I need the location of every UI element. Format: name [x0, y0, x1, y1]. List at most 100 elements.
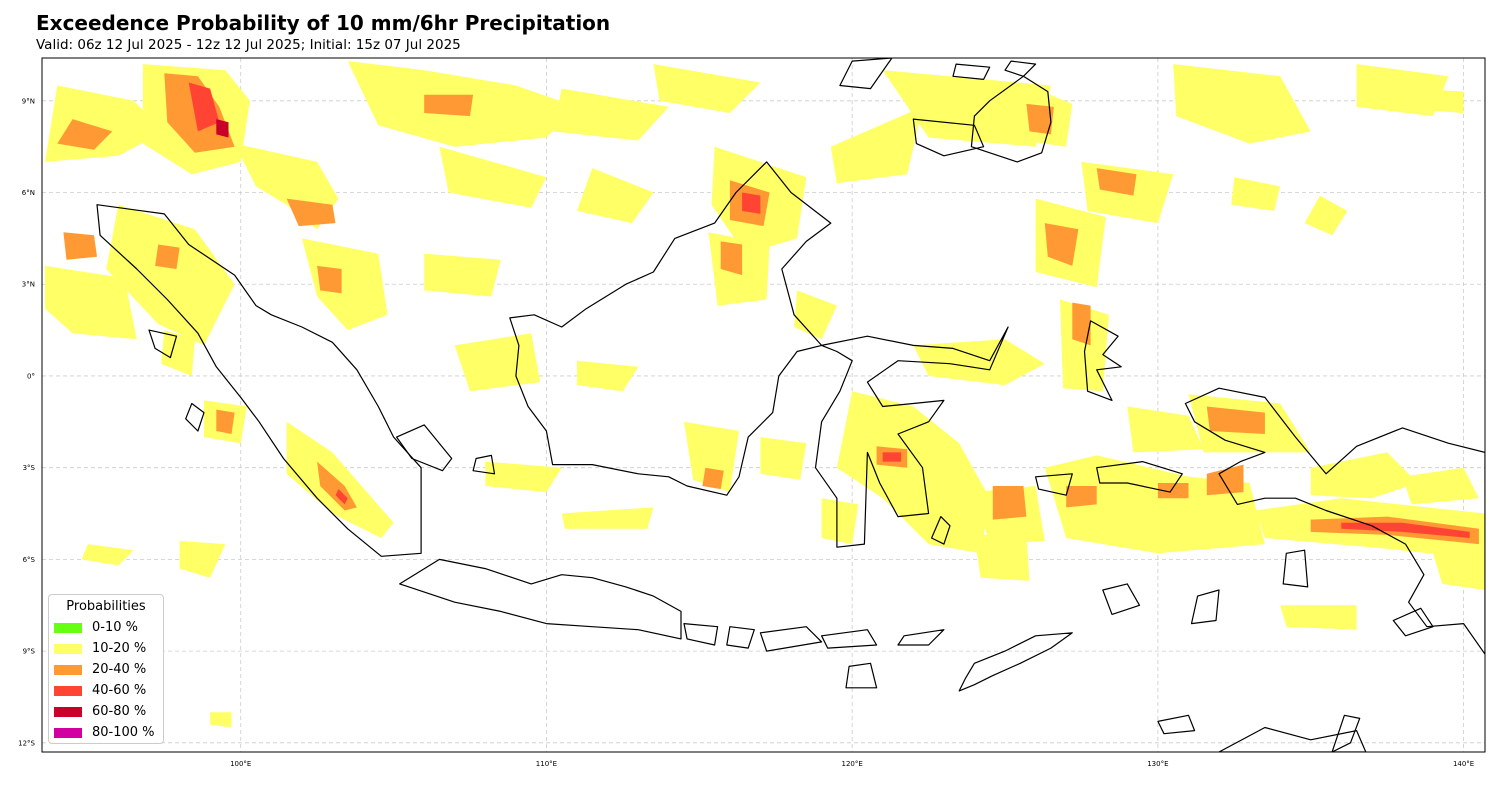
precip-area: [836, 391, 990, 554]
coastline: [96, 204, 422, 557]
precip-area: [1206, 406, 1265, 434]
precip-area: [424, 253, 501, 297]
coastline: [1096, 461, 1183, 493]
precip-area: [57, 119, 113, 150]
precip-area: [830, 106, 923, 184]
x-tick-label: 140°E: [1453, 760, 1474, 768]
precip-area: [1414, 88, 1464, 113]
legend-swatch: [54, 643, 82, 654]
precip-area: [161, 330, 195, 376]
legend-swatch: [54, 706, 82, 717]
precip-area: [684, 421, 739, 493]
y-tick-label: 9°N: [22, 97, 35, 105]
precip-area: [335, 489, 348, 505]
coastline: [1102, 583, 1141, 616]
legend-label: 60-80 %: [92, 704, 147, 719]
legend-swatch: [54, 685, 82, 696]
y-tick-label: 6°S: [23, 556, 36, 564]
precip-area: [424, 94, 474, 117]
coastline: [1331, 714, 1361, 752]
legend-item: 10-20 %: [49, 638, 163, 659]
precip-area: [882, 452, 902, 462]
coastline: [1083, 320, 1122, 401]
legend-item: 20-40 %: [49, 659, 163, 680]
coastline: [396, 424, 453, 472]
precip-area: [188, 82, 220, 132]
coastline: [399, 558, 682, 640]
legend-label: 20-40 %: [92, 662, 147, 677]
precip-area: [1066, 486, 1097, 508]
precip-area: [216, 409, 235, 434]
legend-swatch: [54, 664, 82, 675]
coastline: [1034, 473, 1073, 496]
precip-area: [742, 192, 761, 214]
legend: Probabilities 0-10 % 10-20 % 20-40 % 40-…: [48, 594, 164, 744]
coastline: [958, 632, 1073, 692]
legend-label: 80-100 %: [92, 725, 155, 740]
coastline: [1282, 549, 1309, 588]
precip-area: [1402, 467, 1479, 505]
coastline: [845, 662, 878, 689]
x-tick-label: 110°E: [536, 760, 557, 768]
coastline: [1184, 387, 1485, 655]
precip-area: [1096, 168, 1137, 196]
precip-area: [702, 467, 724, 490]
x-tick-label: 120°E: [842, 760, 863, 768]
coastline: [1218, 726, 1367, 752]
y-tick-label: 6°N: [22, 189, 35, 197]
precip-area: [913, 339, 1045, 386]
precip-area: [301, 238, 388, 331]
precip-area: [1157, 483, 1189, 499]
coastline: [930, 515, 951, 545]
legend-label: 40-60 %: [92, 683, 147, 698]
precip-area: [992, 486, 1027, 520]
coastline: [952, 63, 991, 81]
precip-area: [720, 241, 743, 276]
legend-title: Probabilities: [66, 599, 146, 614]
precip-area: [210, 712, 232, 728]
precip-area: [760, 437, 807, 480]
precip-area: [81, 544, 134, 566]
precip-area: [286, 421, 394, 538]
precip-area: [1060, 299, 1109, 392]
coastline: [759, 626, 823, 652]
coastline: [912, 118, 985, 157]
precip-area: [286, 198, 336, 227]
x-tick-label: 100°E: [230, 760, 251, 768]
map-subtitle: Valid: 06z 12 Jul 2025 - 12z 12 Jul 2025…: [36, 37, 461, 53]
coastline: [1157, 714, 1196, 735]
precip-area: [1026, 103, 1054, 135]
precip-area: [974, 534, 1030, 581]
precip-area: [179, 541, 226, 578]
coastline: [472, 454, 496, 475]
precip-area: [1127, 406, 1204, 453]
legend-swatch: [54, 727, 82, 738]
x-axis-ticks: 100°E 110°E 120°E 130°E 140°E: [230, 760, 1474, 768]
map-border: [41, 57, 1486, 753]
precip-area: [1280, 605, 1357, 630]
precip-area: [1072, 302, 1091, 346]
legend-item: 80-100 %: [49, 722, 163, 743]
precip-area: [561, 507, 654, 529]
precip-area: [653, 64, 761, 113]
legend-label: 10-20 %: [92, 641, 147, 656]
legend-item: 0-10 %: [49, 617, 163, 638]
y-tick-label: 3°N: [22, 281, 35, 289]
legend-swatch: [54, 622, 82, 633]
legend-item: 60-80 %: [49, 701, 163, 722]
precip-area: [1433, 553, 1485, 590]
coastline: [814, 326, 1009, 548]
precip-area: [216, 119, 229, 138]
precip-area: [821, 498, 859, 545]
precip-area: [577, 168, 654, 224]
legend-item: 40-60 %: [49, 680, 163, 701]
precip-area: [439, 146, 547, 208]
precip-area: [63, 232, 97, 260]
y-tick-label: 0°: [27, 372, 35, 380]
y-tick-label: 3°S: [23, 464, 36, 472]
coastline: [839, 58, 893, 90]
legend-label: 0-10 %: [92, 620, 138, 635]
coastline: [148, 329, 178, 359]
precip-area: [106, 204, 235, 346]
